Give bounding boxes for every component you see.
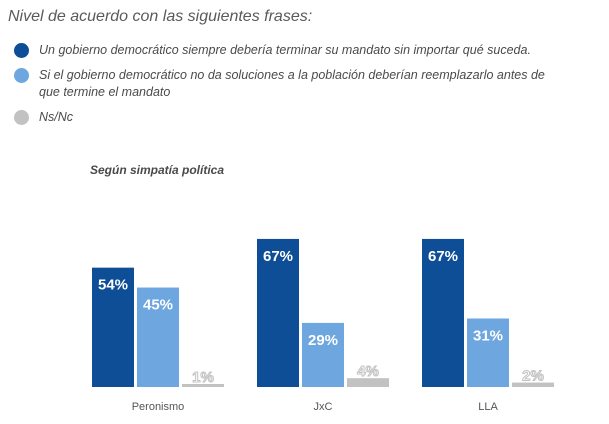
- bar-lla-0: [422, 238, 464, 387]
- data-label: 67%: [428, 248, 458, 265]
- legend-dot-icon: [14, 43, 29, 58]
- legend: Un gobierno democrático siempre debería …: [14, 42, 604, 134]
- data-label: 54%: [98, 277, 128, 294]
- legend-label: Un gobierno democrático siempre debería …: [39, 43, 531, 57]
- bar-jxc-2: [347, 378, 389, 387]
- legend-item-siempre-terminar: Un gobierno democrático siempre debería …: [14, 42, 604, 59]
- data-label: 2%: [522, 368, 544, 385]
- category-label-jxc: JxC: [314, 401, 333, 413]
- data-label: 29%: [308, 332, 338, 349]
- data-label: 31%: [473, 327, 503, 344]
- legend-dot-icon: [14, 110, 29, 125]
- category-label-peronismo: Peronismo: [132, 401, 185, 413]
- bar-lla-2: [512, 382, 554, 387]
- data-label: 45%: [143, 297, 173, 314]
- bar-jxc-1: [302, 322, 344, 387]
- legend-label: Ns/Nc: [39, 110, 74, 124]
- legend-item-ns-nc: Ns/Nc: [14, 109, 604, 126]
- legend-item-reemplazarlo: Si el gobierno democrático no da solucio…: [14, 67, 604, 101]
- bar-peronismo-0: [92, 267, 134, 387]
- bar-lla-1: [467, 318, 509, 387]
- bar-jxc-0: [257, 238, 299, 387]
- data-label: 67%: [263, 248, 293, 265]
- chart-subtitle: Según simpatía política: [90, 163, 225, 177]
- bar-peronismo-1: [137, 287, 179, 387]
- legend-label: Si el gobierno democrático no da solucio…: [39, 68, 545, 99]
- data-label: 1%: [192, 369, 214, 386]
- chart-title: Nivel de acuerdo con las siguientes fras…: [8, 8, 313, 25]
- data-label: 4%: [357, 363, 379, 380]
- category-label-lla: LLA: [478, 401, 498, 413]
- bar-peronismo-2: [182, 384, 224, 387]
- legend-dot-icon: [14, 68, 29, 83]
